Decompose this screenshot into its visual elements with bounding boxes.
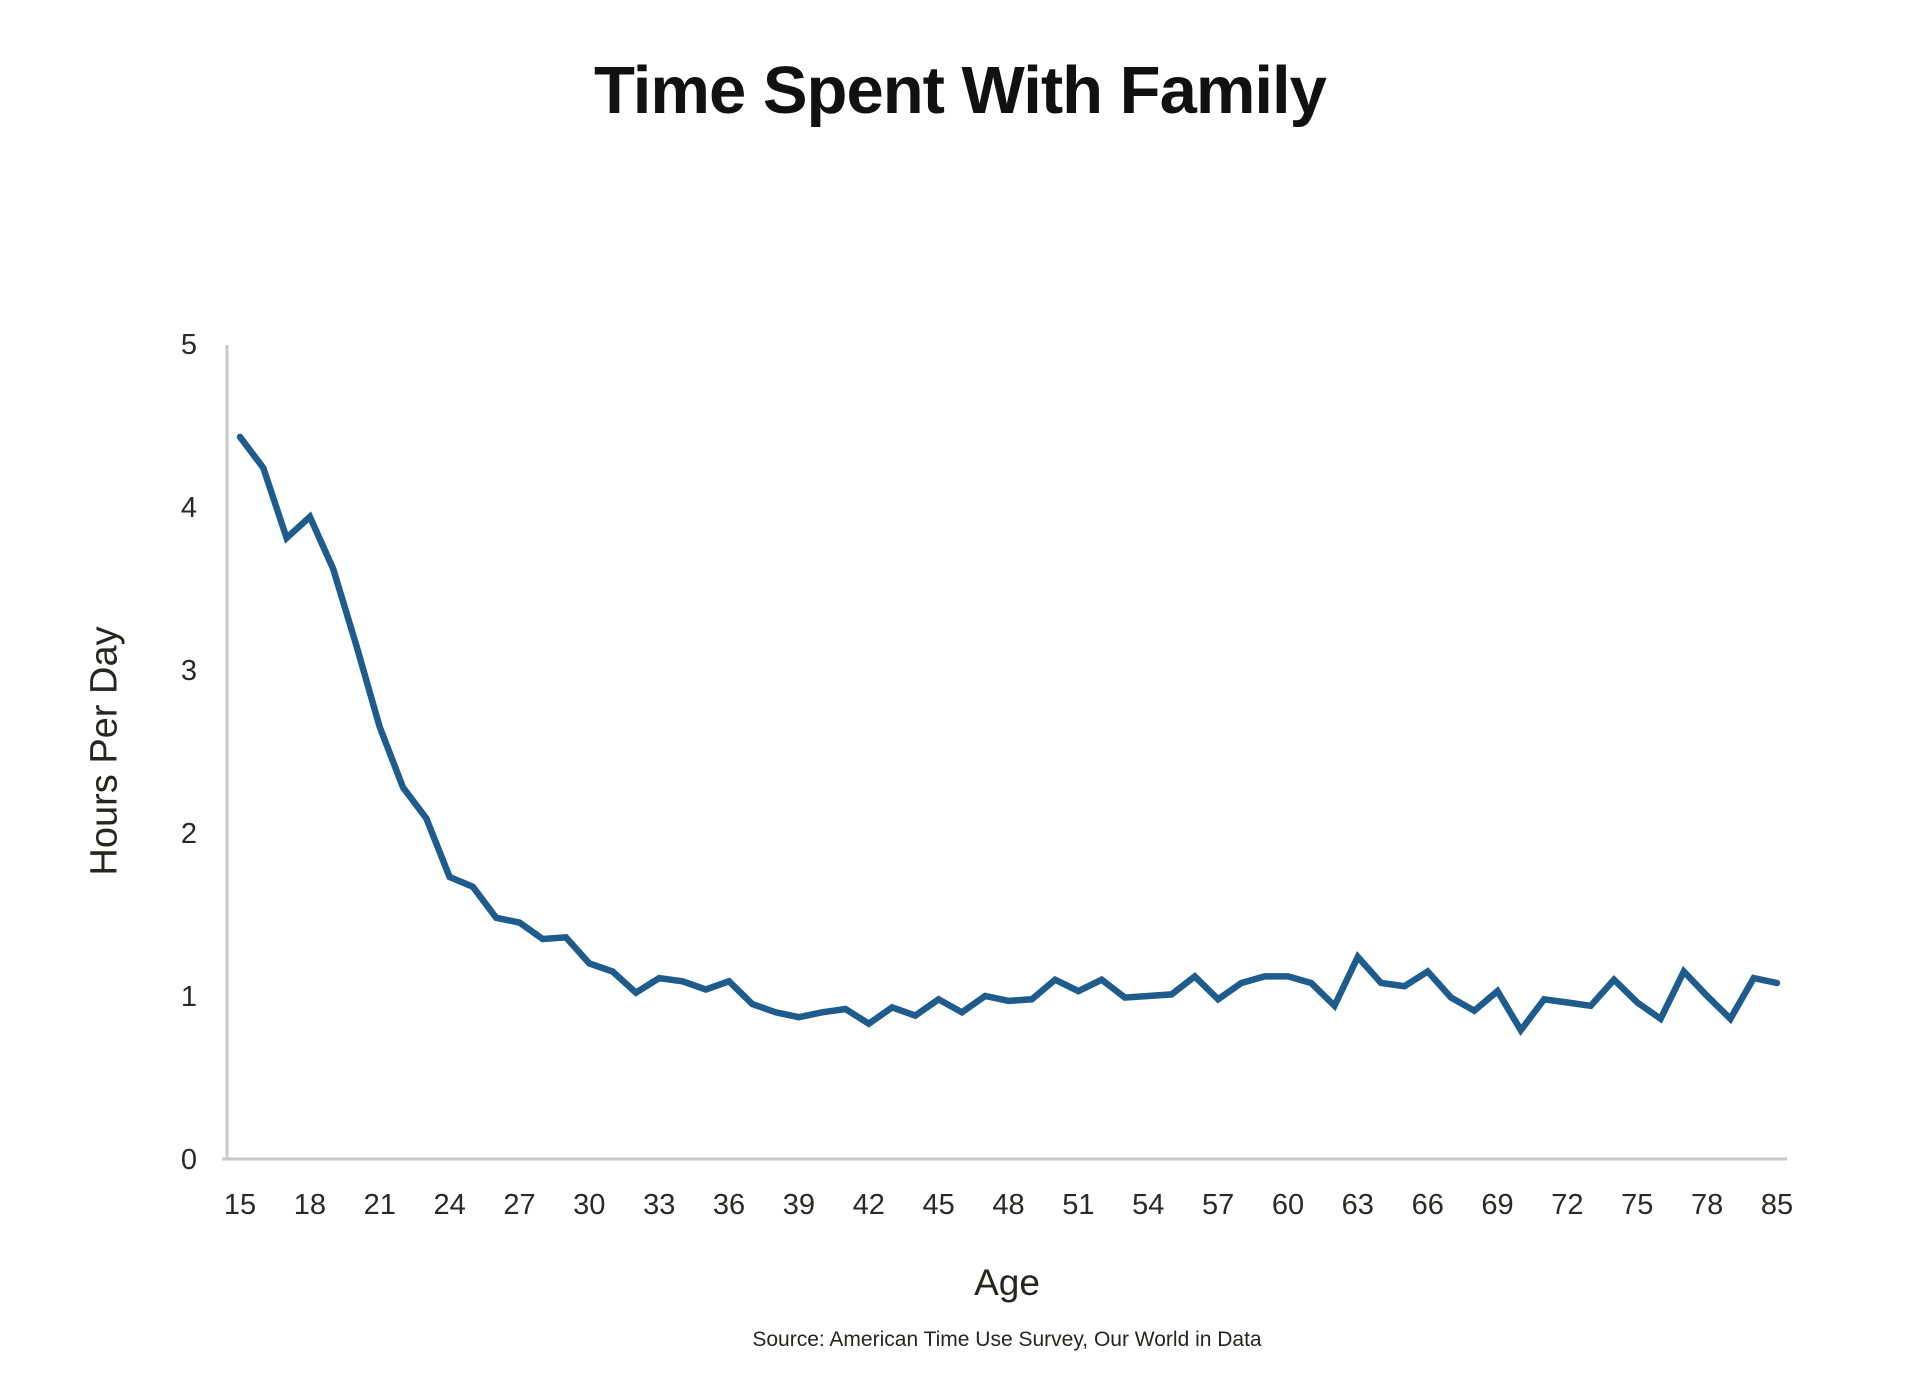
x-tick-label: 57 (1202, 1189, 1234, 1221)
x-tick-label: 63 (1342, 1189, 1374, 1221)
x-tick-label: 15 (224, 1189, 256, 1221)
y-tick-label: 0 (181, 1144, 197, 1176)
x-tick-label: 33 (643, 1189, 675, 1221)
y-tick-label: 2 (181, 818, 197, 850)
x-tick-label: 18 (294, 1189, 326, 1221)
chart-title: Time Spent With Family (594, 53, 1327, 128)
x-tick-label: 85 (1761, 1189, 1793, 1221)
x-tick-label: 45 (922, 1189, 954, 1221)
x-tick-label: 24 (433, 1189, 465, 1221)
y-tick-label: 3 (181, 655, 197, 687)
x-tick-label: 42 (853, 1189, 885, 1221)
x-tick-label: 69 (1481, 1189, 1513, 1221)
x-tick-label: 54 (1132, 1189, 1164, 1221)
x-tick-label: 66 (1412, 1189, 1444, 1221)
x-tick-label: 27 (503, 1189, 535, 1221)
x-tick-label: 21 (364, 1189, 396, 1221)
x-tick-label: 75 (1621, 1189, 1653, 1221)
x-tick-label: 36 (713, 1189, 745, 1221)
x-tick-label: 51 (1062, 1189, 1094, 1221)
x-axis-label: Age (974, 1262, 1040, 1303)
x-tick-label: 30 (573, 1189, 605, 1221)
x-tick-label: 72 (1551, 1189, 1583, 1221)
y-tick-label: 5 (181, 329, 197, 361)
y-tick-label: 4 (181, 492, 197, 524)
x-tick-label: 78 (1691, 1189, 1723, 1221)
source-attribution: Source: American Time Use Survey, Our Wo… (752, 1328, 1262, 1351)
x-tick-label: 48 (992, 1189, 1024, 1221)
x-axis-label-row: Age (227, 1262, 1787, 1304)
x-tick-label: 60 (1272, 1189, 1304, 1221)
y-tick-label: 1 (181, 981, 197, 1013)
data-line-series (236, 433, 1781, 1037)
x-tick-label: 39 (783, 1189, 815, 1221)
source-row: Source: American Time Use Survey, Our Wo… (227, 1328, 1787, 1352)
